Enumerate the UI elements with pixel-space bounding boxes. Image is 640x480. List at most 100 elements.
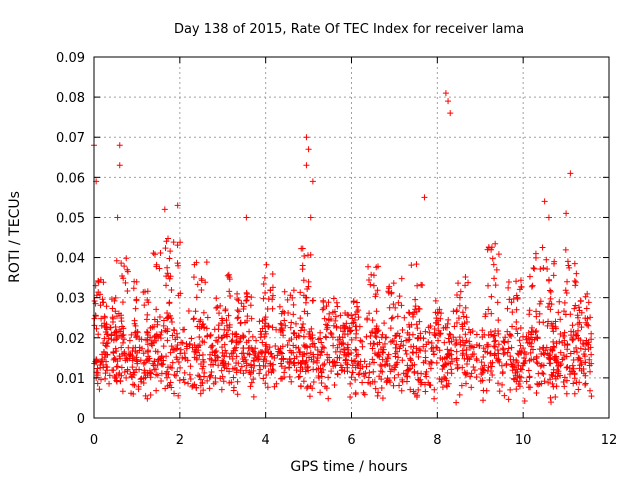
- data-point: [448, 366, 455, 373]
- data-point: [387, 325, 394, 332]
- data-point: [329, 358, 336, 365]
- data-point: [443, 382, 450, 389]
- data-point: [544, 265, 551, 272]
- data-point: [226, 353, 233, 360]
- data-point: [550, 338, 557, 345]
- data-point: [319, 306, 326, 313]
- data-point: [494, 346, 501, 353]
- data-point: [160, 343, 167, 350]
- data-point: [569, 337, 576, 344]
- data-point: [164, 270, 171, 277]
- data-point: [420, 335, 427, 342]
- data-point: [97, 358, 104, 365]
- data-point: [478, 359, 485, 366]
- data-point: [113, 378, 120, 385]
- data-point: [262, 314, 269, 321]
- data-point: [187, 376, 194, 383]
- data-point: [522, 357, 529, 364]
- data-point: [344, 368, 351, 375]
- data-point: [334, 354, 341, 361]
- data-point: [135, 383, 142, 390]
- data-point: [181, 369, 188, 376]
- data-point: [488, 310, 495, 317]
- data-point: [167, 349, 174, 356]
- data-point: [460, 342, 467, 349]
- data-point: [580, 365, 587, 372]
- data-point: [261, 274, 268, 281]
- data-point: [537, 265, 544, 272]
- data-point: [226, 288, 233, 295]
- data-point: [418, 379, 425, 386]
- data-point: [399, 327, 406, 334]
- data-point: [182, 355, 189, 362]
- data-point: [255, 350, 262, 357]
- data-point: [564, 278, 571, 285]
- data-point: [315, 374, 322, 381]
- x-tick-label: 4: [262, 433, 270, 448]
- data-point: [288, 378, 295, 385]
- data-point: [105, 335, 112, 342]
- data-point: [174, 242, 181, 249]
- y-tick-label: 0.02: [56, 332, 85, 347]
- data-point: [189, 344, 196, 351]
- data-point: [164, 337, 171, 344]
- data-point: [373, 308, 380, 315]
- data-point: [154, 348, 161, 355]
- data-point: [330, 363, 337, 370]
- data-point: [564, 342, 571, 349]
- data-point: [153, 332, 160, 339]
- data-point: [267, 287, 274, 294]
- data-point: [319, 343, 326, 350]
- data-point: [259, 317, 266, 324]
- data-point: [508, 299, 515, 306]
- data-point: [234, 290, 241, 297]
- data-point: [390, 382, 397, 389]
- data-point: [297, 315, 304, 322]
- data-point: [404, 373, 411, 380]
- data-point: [334, 370, 341, 377]
- data-point: [463, 346, 470, 353]
- data-point: [455, 315, 462, 322]
- data-point: [91, 298, 98, 305]
- data-point: [95, 331, 102, 338]
- data-point: [226, 368, 233, 375]
- data-point: [164, 374, 171, 381]
- data-point: [536, 346, 543, 353]
- data-point: [392, 304, 399, 311]
- data-point: [109, 367, 116, 374]
- data-point: [276, 303, 283, 310]
- data-point: [517, 342, 524, 349]
- data-point: [411, 309, 418, 316]
- data-point: [99, 296, 106, 303]
- data-point: [252, 345, 259, 352]
- data-point: [463, 351, 470, 358]
- data-point: [563, 353, 570, 360]
- data-point: [327, 329, 334, 336]
- data-point: [151, 323, 158, 330]
- data-point: [288, 319, 295, 326]
- data-point: [433, 319, 440, 326]
- data-point: [224, 272, 231, 279]
- data-point: [108, 296, 115, 303]
- data-point: [198, 286, 205, 293]
- data-point: [210, 380, 217, 387]
- data-point: [533, 308, 540, 315]
- data-point: [587, 368, 594, 375]
- data-point: [307, 214, 314, 221]
- data-point: [218, 367, 225, 374]
- data-point: [229, 355, 236, 362]
- data-point: [297, 289, 304, 296]
- data-point: [471, 350, 478, 357]
- data-point: [588, 336, 595, 343]
- data-point: [422, 388, 429, 395]
- data-point: [215, 326, 222, 333]
- data-point: [538, 351, 545, 358]
- data-point: [470, 364, 477, 371]
- data-point: [98, 315, 105, 322]
- data-point: [502, 334, 509, 341]
- data-point: [481, 367, 488, 374]
- data-point: [164, 310, 171, 317]
- data-point: [406, 323, 413, 330]
- data-point: [311, 340, 318, 347]
- data-point: [407, 386, 414, 393]
